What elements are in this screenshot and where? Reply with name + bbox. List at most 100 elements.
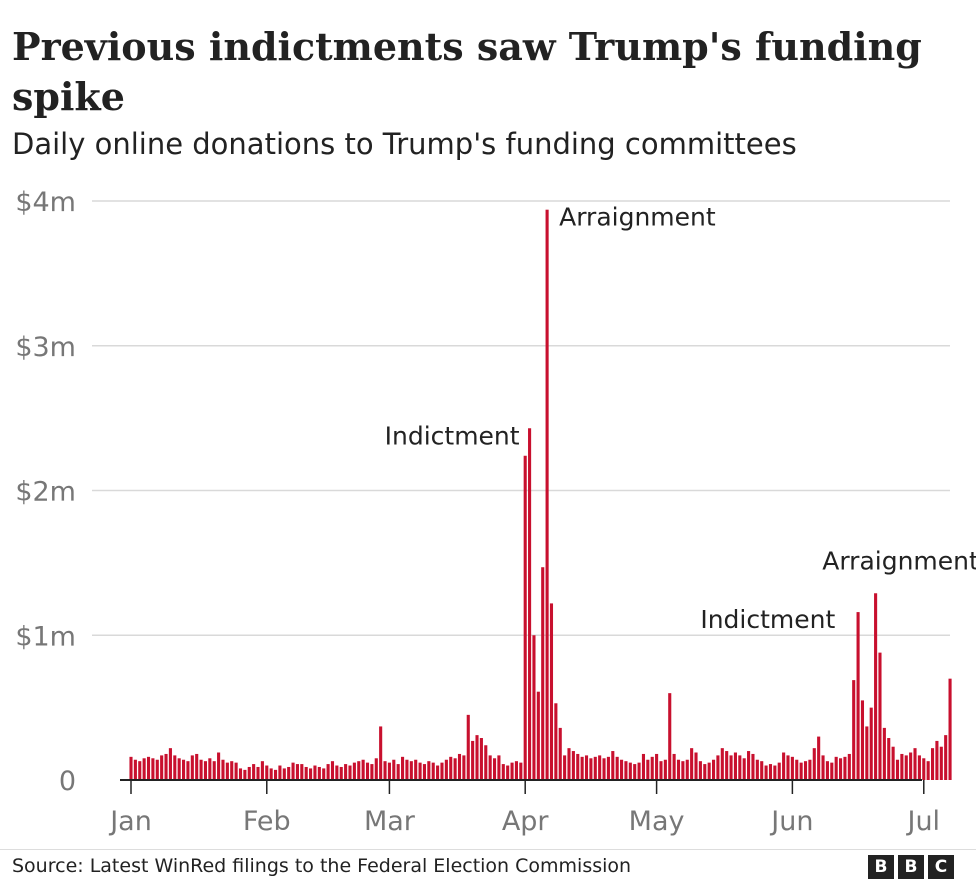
bar	[747, 751, 751, 780]
bar	[212, 761, 216, 780]
bar	[471, 740, 475, 780]
bar	[295, 764, 299, 780]
bar	[843, 756, 847, 780]
bar	[225, 762, 229, 780]
bar	[777, 762, 781, 780]
bar	[646, 759, 650, 780]
bar	[484, 745, 488, 780]
bbc-logo-letter: B	[898, 855, 924, 879]
bbc-logo: B B C	[868, 855, 954, 879]
bar	[401, 756, 405, 780]
bar	[414, 759, 418, 780]
bar	[917, 755, 921, 780]
bar	[909, 752, 913, 780]
bar	[839, 758, 843, 780]
bar	[300, 764, 304, 780]
bar	[799, 762, 803, 780]
bar	[676, 759, 681, 780]
bar	[944, 735, 948, 780]
x-tick-label: Jun	[769, 806, 813, 837]
bar	[449, 756, 453, 780]
bar	[260, 761, 264, 780]
bar	[738, 755, 742, 780]
bar	[523, 455, 527, 780]
bar	[856, 612, 860, 780]
bar	[817, 736, 821, 780]
bar	[751, 753, 755, 780]
bar	[453, 758, 457, 780]
bar	[593, 756, 597, 780]
bar	[668, 693, 672, 780]
x-tick-label: Mar	[364, 806, 416, 837]
bar	[221, 759, 225, 780]
bar	[160, 755, 164, 780]
bar	[834, 756, 838, 780]
bar	[773, 765, 777, 780]
bar	[685, 759, 689, 780]
annotation-label: Indictment	[700, 605, 835, 634]
bbc-logo-letter: C	[928, 855, 954, 879]
bar	[895, 759, 900, 780]
bar	[440, 762, 444, 780]
bar	[330, 761, 335, 780]
bar	[812, 748, 816, 780]
bar	[361, 759, 365, 780]
bar	[339, 766, 343, 780]
bar	[392, 759, 396, 780]
footer-divider	[0, 849, 976, 850]
bar	[497, 755, 501, 780]
annotation-label: Arraignment	[559, 203, 716, 232]
bar	[720, 748, 724, 780]
chart-title: Previous indictments saw Trump's funding…	[12, 24, 922, 119]
x-axis-tick-labels: Jan Feb Mar Apr May Jun Jul	[108, 780, 940, 837]
x-tick-label: Jan	[108, 806, 152, 837]
bar	[352, 762, 356, 780]
bar	[624, 761, 628, 780]
bar	[379, 726, 383, 780]
bar	[370, 764, 374, 780]
bar	[252, 764, 256, 780]
bar	[703, 764, 707, 780]
bar	[269, 768, 273, 780]
bar	[247, 766, 251, 780]
gridlines	[92, 200, 950, 636]
bar	[729, 755, 733, 780]
bar	[598, 755, 602, 780]
bar	[803, 761, 808, 780]
bar	[230, 761, 234, 780]
bar	[173, 755, 177, 780]
bar	[506, 765, 510, 780]
bar	[186, 761, 190, 780]
bar	[462, 755, 466, 780]
bar	[659, 761, 663, 780]
bar	[431, 762, 435, 780]
bar	[541, 567, 545, 780]
bar	[273, 769, 278, 780]
bar	[409, 761, 413, 780]
bar	[821, 755, 825, 780]
bar	[825, 761, 829, 780]
bar	[650, 756, 654, 780]
bar	[146, 756, 151, 780]
bar	[725, 751, 729, 780]
bar	[190, 755, 194, 780]
bar	[238, 768, 243, 780]
bar	[641, 753, 646, 780]
bar	[580, 756, 584, 780]
bar	[576, 753, 580, 780]
bar	[387, 762, 391, 780]
bar	[444, 759, 448, 780]
bar	[168, 748, 172, 780]
bar	[615, 756, 619, 780]
y-tick-label: $2m	[15, 477, 76, 508]
bar	[182, 759, 186, 780]
bar	[309, 768, 313, 780]
bar	[742, 758, 746, 780]
bar	[589, 758, 593, 780]
bar	[287, 766, 291, 780]
bar-chart: 0 $1m $2m $3m $4m Jan Feb Mar Apr May Jun Jul Indi…	[15, 187, 976, 837]
bar	[672, 753, 676, 780]
bar	[514, 761, 518, 780]
bar	[694, 752, 698, 780]
x-tick-label: Jul	[905, 806, 940, 837]
